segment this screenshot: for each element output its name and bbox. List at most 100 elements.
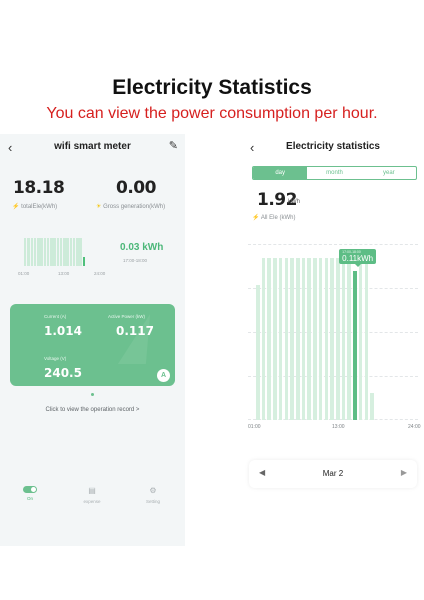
- bolt-icon: ⚡: [252, 215, 260, 221]
- tab-label: On: [26, 496, 33, 501]
- chart-bar[interactable]: [341, 257, 346, 420]
- mini-x-label: 01:00: [18, 271, 30, 276]
- period-segmented-control: day month year: [252, 166, 417, 180]
- mini-chart-bar: [24, 237, 27, 266]
- chart-bar[interactable]: [284, 257, 289, 420]
- total-ele-label-row: ⚡ totalEle(kWh): [12, 203, 57, 210]
- tab-label: expense: [83, 499, 101, 504]
- mini-chart-bar: [76, 237, 79, 266]
- chart-bar[interactable]: [313, 257, 317, 420]
- segment-day[interactable]: day: [253, 167, 308, 179]
- total-ele-value: 18.18: [13, 178, 65, 198]
- current-value: 1.014: [44, 324, 82, 338]
- mini-chart-bar: [40, 237, 43, 266]
- left-header: ‹ wifi smart meter ✎: [0, 134, 185, 160]
- chart-bar[interactable]: [324, 257, 329, 420]
- operation-record-link[interactable]: Click to view the operation record >: [45, 407, 140, 413]
- sun-icon: ☀: [96, 204, 102, 210]
- mini-chart-bar: [33, 237, 37, 266]
- current-label: Current (A): [44, 314, 67, 319]
- lightning-watermark-icon: [117, 314, 165, 364]
- left-phone-screen: ‹ wifi smart meter ✎ 18.18 ⚡ totalEle(kW…: [0, 134, 185, 546]
- current-kwh-value: 0.03 kWh: [120, 242, 164, 253]
- bottom-tab-bar: On ▤ expense ⚙ Setting: [0, 486, 185, 512]
- gross-generation-label-row: ☀ Gross generation(kWh): [96, 203, 165, 210]
- coins-icon: ▤: [88, 486, 96, 495]
- card-action-button[interactable]: A: [157, 369, 170, 382]
- chart-bar[interactable]: [256, 284, 260, 420]
- chart-bar[interactable]: [347, 257, 351, 420]
- back-icon[interactable]: ‹: [250, 140, 255, 155]
- x-tick-label: 24:00: [408, 424, 421, 430]
- active-power-label: Active Power (kW): [108, 314, 146, 319]
- chart-bar[interactable]: [261, 257, 266, 420]
- hourly-consumption-chart[interactable]: [248, 244, 418, 420]
- x-tick-label: 01:00: [248, 424, 261, 430]
- x-tick-label: 13:00: [332, 424, 345, 430]
- chart-bar[interactable]: [296, 257, 300, 420]
- chart-bar[interactable]: [330, 257, 334, 420]
- chart-bar[interactable]: [318, 257, 323, 420]
- mini-chart-bar: [63, 237, 66, 266]
- page-title: Electricity statistics: [286, 141, 380, 152]
- mini-chart-bar: [50, 237, 53, 266]
- chart-bar[interactable]: [358, 257, 363, 420]
- mini-chart-bar: [66, 237, 69, 266]
- mini-chart-bar: [79, 237, 82, 266]
- chart-bar[interactable]: [267, 257, 271, 420]
- mini-chart-bar: [30, 237, 33, 266]
- page-indicator-dot: [91, 393, 94, 396]
- date-selector: ◀ Mar 2 ▶: [249, 460, 417, 488]
- bar-tooltip: 17:00-18:00 0.11kWh: [339, 249, 377, 268]
- mini-chart-bar: [69, 237, 73, 266]
- chart-bar[interactable]: [290, 257, 294, 420]
- next-date-button[interactable]: ▶: [400, 468, 407, 477]
- tab-on[interactable]: On: [10, 486, 50, 501]
- back-icon[interactable]: ‹: [8, 140, 13, 155]
- chart-bar[interactable]: [278, 257, 283, 420]
- daily-total-unit: kWh: [288, 199, 300, 205]
- previous-date-button[interactable]: ◀: [259, 468, 266, 477]
- all-ele-label: All Ele (kWh): [260, 215, 296, 221]
- mini-chart-bar: [46, 237, 50, 266]
- mini-chart-bar: [82, 257, 86, 266]
- banner-title: Electricity Statistics: [112, 76, 312, 99]
- edit-icon[interactable]: ✎: [168, 140, 178, 152]
- chart-bar[interactable]: [273, 257, 277, 420]
- mini-x-label: 24:00: [94, 271, 106, 276]
- voltage-label: Voltage (V): [44, 356, 67, 361]
- gross-generation-label: Gross generation(kWh): [103, 204, 166, 210]
- mini-usage-chart[interactable]: [24, 236, 86, 266]
- chart-bar[interactable]: [301, 257, 306, 420]
- mini-chart-bar: [56, 237, 60, 266]
- mini-chart-bar: [37, 237, 40, 266]
- chart-bar[interactable]: [353, 271, 357, 420]
- all-ele-label-row: ⚡ All Ele (kWh): [252, 214, 296, 221]
- bolt-icon: ⚡: [12, 204, 20, 210]
- meter-readings-card: Current (A) 1.014 Active Power (kW) 0.11…: [10, 304, 175, 386]
- chart-bar[interactable]: [370, 392, 374, 420]
- current-time-range: 17:00-18:00: [123, 258, 148, 263]
- mini-x-label: 13:00: [58, 271, 70, 276]
- chart-bar[interactable]: [364, 257, 369, 420]
- gear-icon: ⚙: [149, 486, 157, 495]
- mini-chart-bar: [72, 237, 76, 266]
- gross-generation-value: 0.00: [116, 178, 156, 198]
- active-power-value: 0.117: [116, 324, 154, 338]
- date-label: Mar 2: [322, 469, 344, 478]
- chart-bar[interactable]: [336, 257, 340, 420]
- chart-bar[interactable]: [307, 257, 311, 420]
- tooltip-time: 17:00-18:00: [342, 250, 361, 255]
- mini-chart-bar: [53, 237, 56, 266]
- banner-subtitle: You can view the power consumption per h…: [46, 105, 378, 122]
- tab-label: Setting: [145, 499, 160, 504]
- page-title: wifi smart meter: [54, 141, 131, 152]
- daily-total-value: 1.92: [257, 190, 297, 210]
- tab-setting[interactable]: ⚙ Setting: [133, 486, 173, 504]
- segment-year[interactable]: year: [382, 170, 395, 176]
- tab-expense[interactable]: ▤ expense: [72, 486, 112, 504]
- right-header: ‹ Electricity statistics: [242, 134, 424, 160]
- gridline: [248, 244, 418, 245]
- segment-month[interactable]: month: [326, 170, 343, 176]
- toggle-icon: [23, 486, 37, 493]
